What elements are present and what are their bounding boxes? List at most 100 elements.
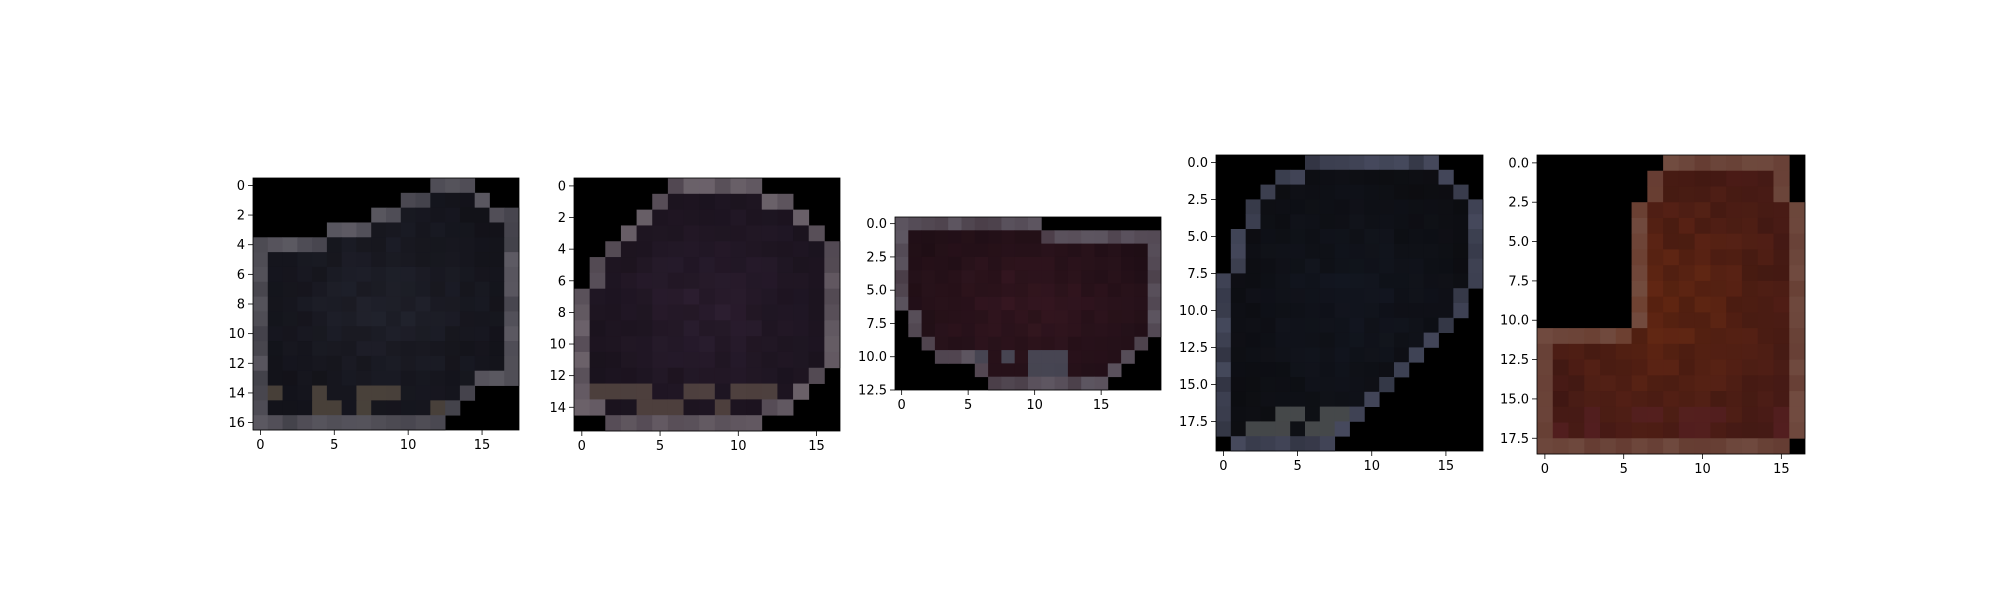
image-pixel [636, 320, 653, 337]
image-pixel [1290, 377, 1306, 393]
image-pixel [1631, 280, 1648, 298]
image-pixel [1260, 258, 1276, 274]
image-pixel [1710, 170, 1727, 187]
image-pixel [921, 310, 936, 324]
image-pixel [1319, 332, 1336, 348]
image-pixel [1710, 296, 1727, 313]
image-pixel [605, 241, 622, 258]
image-pixel [934, 310, 949, 324]
y-tick-label: 0 [237, 179, 245, 194]
image-pixel [1260, 391, 1276, 407]
image-pixel [1552, 391, 1569, 408]
y-tick-label: 17.5 [1179, 415, 1208, 430]
image-pixel [1663, 170, 1680, 187]
image-pixel [730, 336, 747, 353]
image-pixel [1757, 422, 1774, 439]
image-pixel [652, 351, 669, 369]
image-pixel [714, 209, 731, 226]
image-pixel [1081, 310, 1095, 324]
y-tick-label: 10.0 [1179, 304, 1208, 319]
image-pixel [1468, 243, 1484, 259]
image-pixel [761, 304, 778, 321]
image-pixel [574, 367, 591, 384]
image-pixel [1334, 347, 1350, 363]
image-pixel [824, 351, 841, 369]
image-pixel [1423, 243, 1439, 259]
image-pixel [1245, 199, 1261, 215]
image-pixel [1001, 323, 1016, 338]
image-pixel [1319, 421, 1336, 437]
image-pixel [1647, 359, 1664, 376]
image-pixel [1741, 233, 1759, 250]
image-pixel [1041, 350, 1055, 364]
image-pixel [974, 323, 989, 338]
image-pixels [1537, 155, 1806, 455]
image-pixel [459, 311, 476, 327]
y-tick-label: 10 [549, 338, 566, 353]
image-pixel [699, 367, 716, 384]
image-pixel [1423, 303, 1439, 319]
image-pixel [1001, 363, 1016, 378]
image-pixel [1364, 317, 1380, 333]
image-pixel [746, 272, 763, 290]
image-pixel [1290, 243, 1306, 259]
image-pixel [474, 296, 490, 312]
image-pixel [1028, 336, 1042, 351]
image-pixel [341, 296, 357, 312]
image-pixel [459, 222, 476, 238]
image-pixel [253, 385, 269, 401]
image-pixel [1647, 280, 1664, 298]
image-pixel [1600, 438, 1617, 455]
image-pixel [1394, 169, 1410, 185]
image-pixel [1275, 347, 1291, 363]
x-tick-label: 10 [1026, 398, 1043, 413]
image-pixel [1394, 229, 1410, 245]
image-pixel [1773, 391, 1790, 408]
image-pixel [267, 281, 283, 297]
image-pixel [636, 304, 653, 321]
image-pixel [683, 367, 700, 384]
image-pixel [504, 252, 520, 268]
image-pixel [921, 296, 936, 311]
image-pixel [326, 296, 343, 312]
image-pixel [667, 304, 684, 321]
image-pixel [430, 222, 446, 238]
image-pixel [714, 304, 731, 321]
image-pixel [636, 351, 653, 369]
image-pixel [699, 351, 716, 369]
image-pixel [948, 256, 962, 271]
image-pixel [253, 281, 269, 297]
image-pixel [297, 385, 313, 401]
image-pixel [253, 415, 269, 431]
image-pixel [895, 256, 909, 271]
image-pixel [683, 178, 700, 195]
image-pixel [1216, 273, 1232, 289]
image-pixel [1028, 270, 1042, 284]
image-pixel [400, 207, 416, 223]
image-pixel [1107, 256, 1122, 271]
image-pixel [988, 270, 1002, 284]
image-pixel [312, 252, 328, 268]
image-pixel [1710, 438, 1727, 455]
image-pixel [1726, 343, 1743, 360]
image-pixel [267, 266, 283, 283]
image-pixel [761, 399, 778, 416]
image-pixel [1305, 317, 1321, 333]
image-pixel [746, 178, 763, 195]
image-pixel [504, 222, 520, 238]
image-pixel [683, 272, 700, 290]
image-pixel [1245, 303, 1261, 319]
image-pixel [474, 266, 490, 283]
image-pixel [1147, 256, 1162, 271]
image-pixel [652, 383, 669, 400]
image-pixel [1789, 422, 1806, 439]
image-pixel [1305, 421, 1321, 437]
image-pixel [1054, 296, 1069, 311]
image-pixel [1067, 256, 1082, 271]
image-pixel [1710, 406, 1727, 423]
image-pixel [459, 178, 476, 194]
y-tick-label: 5.0 [1508, 235, 1529, 250]
image-pixel [620, 304, 637, 321]
image-pixel [1408, 243, 1425, 259]
image-pixel [1275, 184, 1291, 200]
